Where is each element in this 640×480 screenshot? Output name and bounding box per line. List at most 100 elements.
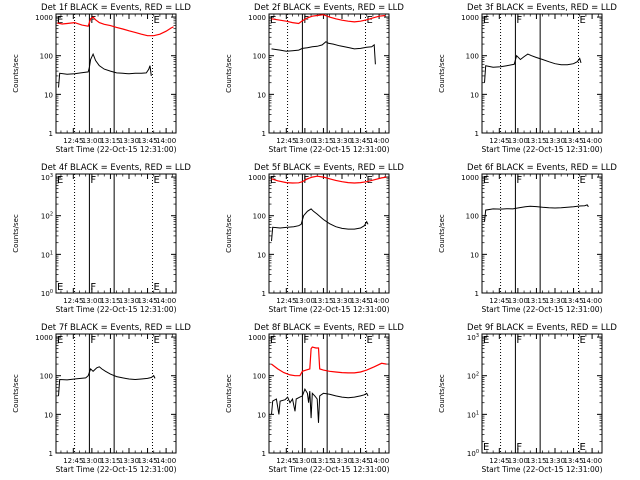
y-tick-label: 1000 — [35, 14, 53, 22]
y-tick-label: 100 — [466, 213, 479, 221]
y-axis-label: Counts/sec — [438, 54, 446, 93]
marker-label-top: E — [366, 15, 372, 26]
marker-label-top: F — [90, 15, 96, 26]
y-axis-label: Counts/sec — [438, 214, 446, 253]
y-tick-label: 10 — [257, 411, 266, 419]
marker-label-top: E — [57, 15, 63, 26]
x-tick-label: 13:45 — [350, 297, 370, 305]
detector-panel-6: Det 6f BLACK = Events, RED = LLD Counts/s… — [438, 163, 617, 314]
marker-label-top: E — [270, 15, 276, 26]
x-tick-label: 14:00 — [582, 137, 602, 145]
events-series-line — [484, 53, 582, 83]
marker-label-bottom: F — [90, 282, 96, 293]
x-tick-label: 12:45 — [489, 137, 509, 145]
x-tick-label: 13:00 — [508, 457, 528, 465]
lld-series-line — [271, 14, 386, 25]
y-axis-label: Counts/sec — [12, 214, 20, 253]
x-tick-label: 13:15 — [313, 457, 333, 465]
y-tick-label: 100 — [40, 373, 53, 381]
x-axis-label: Start Time (22-Oct-15 12:31:00) — [481, 145, 602, 154]
events-series-line — [271, 387, 369, 423]
x-tick-label: 13:30 — [332, 137, 352, 145]
x-tick-label: 13:15 — [100, 297, 120, 305]
x-tick-label: 14:00 — [369, 297, 389, 305]
events-series-line — [58, 366, 156, 396]
events-series-line — [484, 204, 589, 222]
y-tick-label: 1000 — [248, 334, 266, 342]
x-axis-label: Start Time (22-Oct-15 12:31:00) — [268, 305, 389, 314]
plot-frame — [481, 333, 603, 454]
x-tick-label: 13:00 — [508, 137, 528, 145]
plot-frame — [481, 173, 603, 294]
x-axis-label: Start Time (22-Oct-15 12:31:00) — [55, 145, 176, 154]
x-tick-label: 14:00 — [582, 297, 602, 305]
marker-label-bottom: E — [579, 442, 585, 453]
x-tick-label: 13:45 — [137, 297, 157, 305]
detector-panel-8: Det 8f BLACK = Events, RED = LLD Counts/s… — [225, 323, 404, 474]
y-tick-label: 1000 — [35, 334, 53, 342]
x-tick-label: 13:15 — [100, 457, 120, 465]
x-tick-label: 13:45 — [563, 137, 583, 145]
marker-label-top: E — [483, 335, 489, 346]
x-tick-label: 13:45 — [563, 297, 583, 305]
panel-title: Det 6f BLACK = Events, RED = LLD — [467, 163, 617, 173]
panel-title: Det 2f BLACK = Events, RED = LLD — [254, 3, 404, 13]
y-tick-label: 101 — [41, 250, 53, 259]
lld-series-line — [57, 16, 174, 37]
x-tick-label: 13:45 — [350, 457, 370, 465]
x-tick-label: 13:00 — [82, 297, 102, 305]
panel-title: Det 9f BLACK = Events, RED = LLD — [467, 323, 617, 333]
y-axis-label: Counts/sec — [12, 374, 20, 413]
x-tick-label: 13:30 — [119, 457, 139, 465]
y-tick-label: 1 — [262, 450, 266, 458]
x-tick-label: 13:30 — [545, 297, 565, 305]
marker-label-top: E — [57, 175, 63, 186]
marker-label-top: E — [153, 175, 159, 186]
panel-title: Det 1f BLACK = Events, RED = LLD — [41, 3, 191, 13]
x-tick-label: 13:30 — [545, 137, 565, 145]
panel-title: Det 8f BLACK = Events, RED = LLD — [254, 323, 404, 333]
panel-title: Det 3f BLACK = Events, RED = LLD — [467, 3, 617, 13]
marker-label-top: E — [270, 335, 276, 346]
marker-label-bottom: E — [153, 282, 159, 293]
marker-label-bottom: F — [516, 442, 522, 453]
marker-label-top: E — [57, 335, 63, 346]
x-tick-label: 13:00 — [82, 457, 102, 465]
marker-label-top: F — [303, 335, 309, 346]
y-tick-label: 1 — [475, 130, 479, 138]
x-tick-label: 13:45 — [137, 137, 157, 145]
y-tick-label: 102 — [467, 372, 479, 381]
x-tick-label: 12:45 — [63, 457, 83, 465]
marker-label-top: E — [579, 335, 585, 346]
marker-label-top: E — [579, 15, 585, 26]
marker-label-top: F — [90, 175, 96, 186]
x-tick-label: 14:00 — [369, 457, 389, 465]
panel-title: Det 4f BLACK = Events, RED = LLD — [41, 163, 191, 173]
x-tick-label: 13:15 — [100, 137, 120, 145]
events-series-line — [271, 41, 376, 65]
x-tick-label: 12:45 — [276, 137, 296, 145]
y-tick-label: 100 — [467, 449, 479, 458]
y-tick-label: 101 — [467, 410, 479, 419]
y-tick-label: 10 — [470, 251, 479, 259]
detector-panel-9: Det 9f BLACK = Events, RED = LLD Counts/s… — [438, 323, 617, 474]
marker-label-top: E — [579, 175, 585, 186]
x-tick-label: 13:00 — [508, 297, 528, 305]
x-tick-label: 12:45 — [276, 297, 296, 305]
y-tick-label: 1000 — [461, 14, 479, 22]
events-series-line — [58, 52, 152, 88]
marker-label-top: F — [516, 15, 522, 26]
x-tick-label: 13:00 — [82, 137, 102, 145]
x-tick-label: 12:45 — [63, 297, 83, 305]
marker-label-top: F — [303, 15, 309, 26]
y-tick-label: 1000 — [248, 14, 266, 22]
x-tick-label: 13:45 — [350, 137, 370, 145]
x-tick-label: 13:15 — [526, 457, 546, 465]
marker-label-top: E — [153, 335, 159, 346]
detector-panel-1: Det 1f BLACK = Events, RED = LLD Counts/s… — [12, 3, 191, 154]
plot-frame — [55, 333, 177, 454]
y-tick-label: 100 — [40, 53, 53, 61]
x-tick-label: 12:45 — [63, 137, 83, 145]
y-tick-label: 102 — [41, 212, 53, 221]
y-tick-label: 100 — [41, 289, 53, 298]
